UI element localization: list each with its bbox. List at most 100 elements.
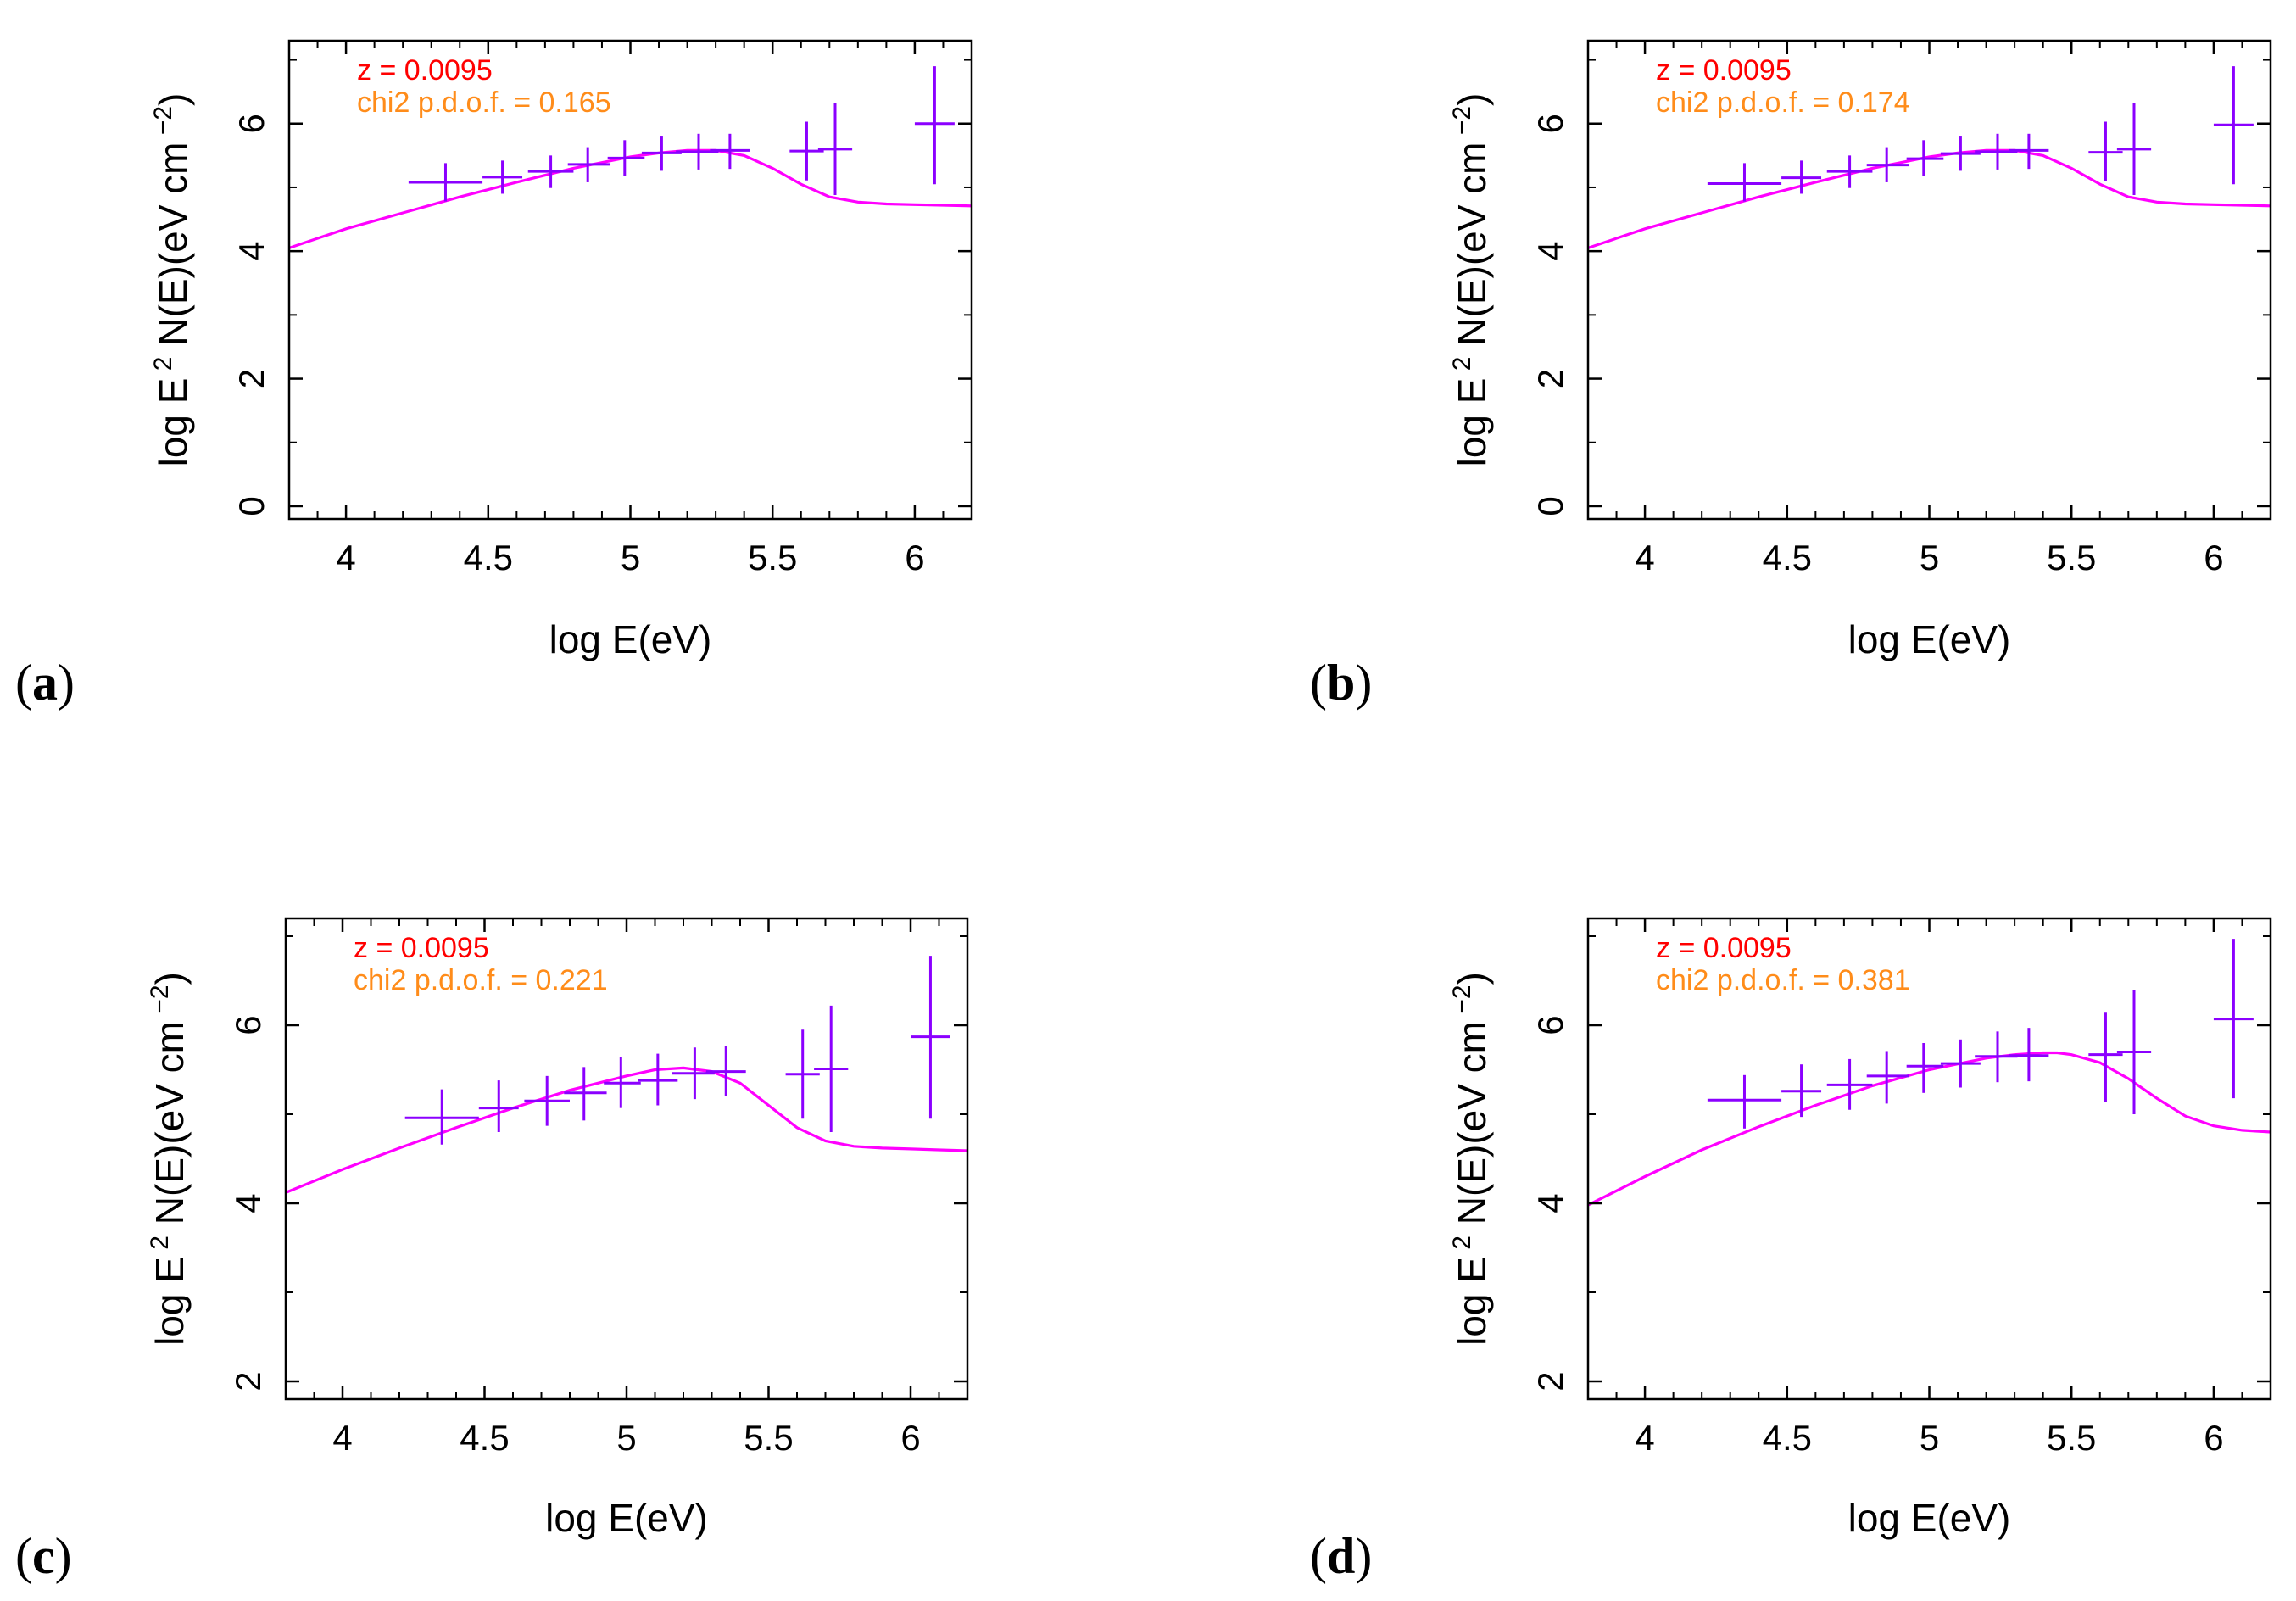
y-tick-label: 2	[231, 369, 271, 388]
x-axis-title: log E(eV)	[549, 617, 712, 661]
panel-label-letter: a	[32, 655, 58, 711]
y-axis-title: log E 2 N(E)(eV cm −2)	[1448, 972, 1494, 1346]
x-axis-title: log E(eV)	[1848, 617, 2011, 661]
x-axis-title: log E(eV)	[1848, 1496, 2011, 1540]
y-axis-title-sup1: 2	[146, 1236, 174, 1257]
model-curve	[286, 1066, 967, 1194]
y-axis-title: log E 2 N(E)(eV cm −2)	[146, 972, 192, 1346]
y-axis-title-sup2: −2	[1448, 106, 1476, 142]
panel-label-letter: d	[1327, 1528, 1355, 1584]
y-tick-label: 2	[1530, 1371, 1570, 1391]
y-tick-label: 6	[231, 114, 271, 133]
data-point	[1975, 1031, 2018, 1083]
panel-label-letter: c	[32, 1528, 55, 1584]
data-point	[2116, 103, 2152, 195]
data-point	[1826, 1058, 1873, 1110]
x-tick-label: 6	[2204, 1418, 2223, 1458]
x-tick-label: 5.5	[744, 1418, 793, 1458]
data-point	[2088, 1012, 2123, 1102]
y-axis-title-sup1: 2	[1448, 1236, 1476, 1257]
data-point	[1826, 155, 1873, 188]
x-tick-label: 5.5	[748, 538, 797, 577]
y-axis-title-post: )	[148, 972, 192, 985]
y-tick-label: 2	[228, 1371, 268, 1391]
y-tick-label: 0	[231, 496, 271, 516]
y-axis-title-pre: log E	[148, 1257, 192, 1346]
x-tick-label: 4	[332, 1418, 352, 1458]
y-axis-title-sup1: 2	[1448, 356, 1476, 377]
x-tick-label: 6	[900, 1418, 920, 1458]
chi2-annotation: chi2 p.d.o.f. = 0.221	[354, 964, 608, 996]
y-axis-title: log E 2 N(E)(eV cm −2)	[149, 93, 195, 467]
data-point	[404, 1089, 479, 1145]
model-curve	[1588, 148, 2271, 249]
panel-label: (a)	[15, 655, 75, 711]
y-axis-title-sup1: 2	[149, 356, 177, 377]
data-point	[911, 956, 950, 1119]
y-tick-label: 2	[1530, 369, 1570, 388]
panel-label: (d)	[1310, 1528, 1372, 1584]
y-tick-label: 6	[1530, 114, 1570, 133]
y-axis-title-post: )	[1450, 93, 1494, 106]
y-axis-title-pre: log E	[1450, 378, 1494, 467]
chi2-annotation: chi2 p.d.o.f. = 0.165	[357, 86, 611, 119]
chi2-annotation: chi2 p.d.o.f. = 0.174	[1656, 86, 1910, 119]
y-tick-label: 4	[228, 1193, 268, 1213]
data-point	[1906, 1043, 1944, 1093]
data-point	[1866, 147, 1910, 182]
data-point	[672, 1047, 715, 1100]
data-point	[2009, 133, 2049, 170]
y-axis-title: log E 2 N(E)(eV cm −2)	[1448, 93, 1494, 467]
data-point	[1707, 163, 1782, 202]
x-tick-label: 5	[621, 538, 640, 577]
data-point	[1906, 140, 1944, 176]
panel-label-close: )	[58, 655, 75, 711]
data-point	[2088, 121, 2123, 181]
data-point	[482, 160, 523, 194]
x-tick-label: 4.5	[464, 538, 513, 577]
x-tick-label: 4.5	[460, 1418, 509, 1458]
data-point	[2213, 66, 2254, 185]
x-tick-label: 5	[1920, 1418, 1939, 1458]
y-axis-title-pre: log E	[1450, 1257, 1494, 1346]
data-point	[641, 136, 682, 171]
redshift-annotation: z = 0.0095	[1656, 54, 1792, 86]
data-point	[567, 147, 611, 182]
data-point	[710, 133, 750, 170]
x-tick-label: 5	[616, 1418, 636, 1458]
x-tick-label: 5.5	[2047, 538, 2096, 577]
data-point	[1781, 1064, 1822, 1118]
data-point	[914, 66, 955, 185]
data-point	[789, 121, 824, 181]
panel-label-close: )	[1355, 1528, 1372, 1584]
y-axis-title-sup2: −2	[149, 106, 177, 142]
y-axis-title-mid: N(E)(eV cm	[148, 1021, 192, 1236]
x-tick-label: 5	[1920, 538, 1939, 577]
data-point	[1781, 160, 1822, 194]
y-axis-title-mid: N(E)(eV cm	[1450, 1021, 1494, 1236]
x-tick-label: 4.5	[1763, 1418, 1812, 1458]
panel-label-close: )	[55, 1528, 72, 1584]
y-axis-title-sup2: −2	[1448, 985, 1476, 1021]
data-point	[1940, 136, 1981, 171]
panel-label-open: (	[1310, 1528, 1327, 1584]
data-point	[705, 1046, 746, 1096]
data-point	[638, 1053, 678, 1106]
redshift-annotation: z = 0.0095	[357, 54, 493, 86]
data-point	[527, 155, 574, 188]
x-tick-label: 4.5	[1763, 538, 1812, 577]
x-tick-label: 5.5	[2047, 1418, 2096, 1458]
x-tick-label: 4	[336, 538, 355, 577]
data-point	[607, 140, 645, 176]
panel-label-letter: b	[1327, 655, 1355, 711]
y-axis-title-pre: log E	[151, 378, 195, 467]
panel-label-open: (	[1310, 655, 1327, 711]
x-tick-label: 4	[1635, 538, 1654, 577]
y-axis-title-post: )	[1450, 972, 1494, 985]
model-curve	[1588, 1051, 2271, 1207]
